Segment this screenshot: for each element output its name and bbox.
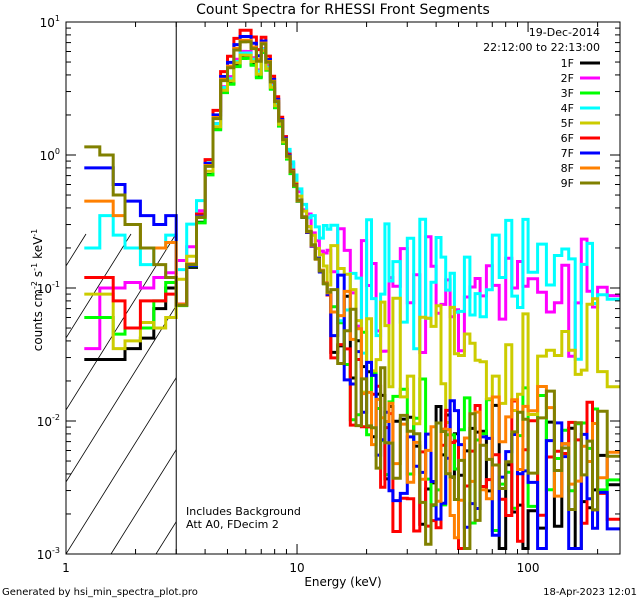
note-background: Includes Background bbox=[186, 505, 301, 518]
hatch-line bbox=[561, 234, 640, 554]
y-label-counts: counts cm bbox=[31, 289, 45, 351]
hatch-line bbox=[66, 233, 132, 339]
chart-title: Count Spectra for RHESSI Front Segments bbox=[196, 2, 490, 18]
x-tick-label: 100 bbox=[517, 561, 540, 575]
y-tick-label: 10-1 bbox=[37, 280, 60, 296]
series-line-4F bbox=[84, 47, 620, 361]
series-line-9F bbox=[84, 40, 620, 550]
x-tick-label: 1 bbox=[62, 561, 70, 575]
hatch-line bbox=[66, 304, 177, 483]
legend-label-2F: 2F bbox=[561, 72, 574, 85]
footer-generated: Generated by hsi_min_spectra_plot.pro bbox=[2, 587, 198, 598]
y-tick-label: 100 bbox=[40, 147, 60, 163]
legend: 1F 2F 3F 4F 5F 6F 7F 8F 9F bbox=[561, 57, 600, 190]
legend-label-6F: 6F bbox=[561, 132, 574, 145]
y-tick-label: 10-3 bbox=[37, 546, 60, 562]
series-lines bbox=[84, 28, 620, 550]
legend-label-1F: 1F bbox=[561, 57, 574, 70]
legend-label-3F: 3F bbox=[561, 87, 574, 100]
y-label-exp-kev: -1 bbox=[30, 229, 39, 237]
y-label-exp-s: -1 bbox=[30, 263, 39, 271]
y-label-kev: keV bbox=[31, 236, 45, 259]
y-label-s: s bbox=[31, 271, 45, 277]
hatch-line bbox=[606, 234, 640, 554]
hatch-line bbox=[110, 448, 177, 554]
legend-label-5F: 5F bbox=[561, 117, 574, 130]
date-label: 19-Dec-2014 bbox=[529, 26, 600, 39]
y-label-exp-cm: -2 bbox=[30, 281, 39, 289]
x-axis-label: Energy (keV) bbox=[304, 575, 381, 589]
hatch-line bbox=[66, 376, 177, 554]
y-tick-label: 10-2 bbox=[37, 413, 60, 429]
x-axis: 1 10 100 bbox=[62, 22, 599, 575]
y-axis: 10-3 10-2 10-1 100 101 bbox=[37, 14, 620, 562]
note-attenuator: Att A0, FDecim 2 bbox=[186, 518, 279, 531]
legend-label-9F: 9F bbox=[561, 177, 574, 190]
time-range-label: 22:12:00 to 22:13:00 bbox=[483, 41, 600, 54]
series-line-7F bbox=[84, 35, 620, 550]
y-axis-label: counts cm-2s-1keV-1 bbox=[30, 229, 45, 352]
footer-timestamp: 18-Apr-2023 12:01 bbox=[543, 587, 637, 598]
legend-label-8F: 8F bbox=[561, 162, 574, 175]
x-tick-label: 10 bbox=[289, 561, 304, 575]
y-tick-label: 101 bbox=[40, 14, 60, 30]
hatch-line bbox=[426, 234, 626, 554]
hatch-line bbox=[66, 233, 177, 411]
legend-label-7F: 7F bbox=[561, 147, 574, 160]
legend-label-4F: 4F bbox=[561, 102, 574, 115]
